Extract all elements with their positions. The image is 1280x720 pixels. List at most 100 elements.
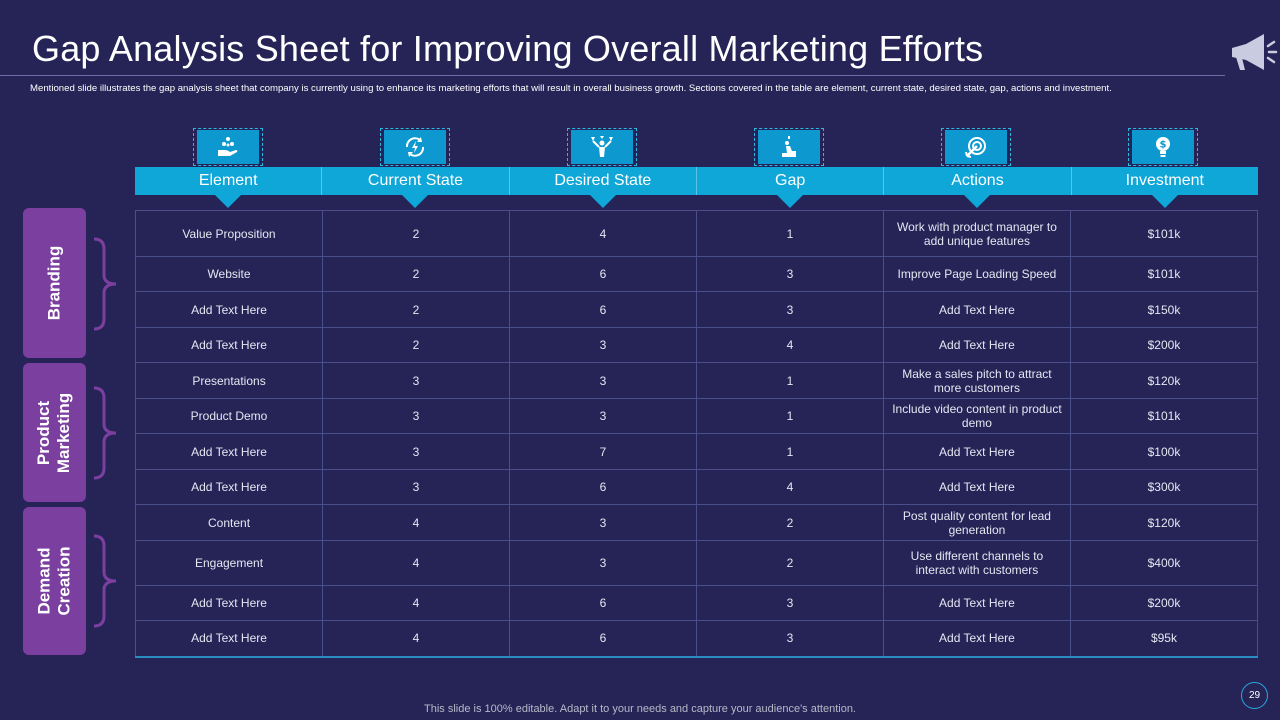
table-row: Engagement 4 3 2 Use different channels … bbox=[134, 540, 1259, 586]
cell-desired-state: 6 bbox=[509, 291, 697, 328]
table-row: Add Text Here 2 3 4 Add Text Here $200k bbox=[134, 327, 1259, 363]
cell-desired-state: 3 bbox=[509, 398, 697, 434]
demand-creation-brace bbox=[93, 534, 117, 628]
table-row: Value Proposition 2 4 1 Work with produc… bbox=[134, 210, 1259, 257]
cell-investment: $150k bbox=[1069, 291, 1259, 328]
cell-investment: $100k bbox=[1069, 433, 1259, 470]
cell-actions: Include video content in product demo bbox=[882, 398, 1071, 434]
cell-desired-state: 6 bbox=[509, 620, 697, 658]
header-arrow bbox=[1151, 195, 1178, 208]
current-state-column-icon-tile bbox=[380, 128, 450, 166]
cell-investment: $101k bbox=[1069, 398, 1259, 434]
cell-element: Product Demo bbox=[134, 398, 324, 434]
cell-actions: Use different channels to interact with … bbox=[882, 540, 1071, 586]
dart-target-icon bbox=[965, 137, 986, 158]
cell-current-state: 3 bbox=[322, 433, 510, 470]
cell-actions: Add Text Here bbox=[882, 620, 1071, 658]
cell-gap: 4 bbox=[695, 469, 884, 505]
cell-current-state: 3 bbox=[322, 469, 510, 505]
cell-current-state: 4 bbox=[322, 504, 510, 541]
header-investment: Investment bbox=[1072, 167, 1258, 208]
table-row: Add Text Here 3 7 1 Add Text Here $100k bbox=[134, 433, 1259, 470]
header-arrow bbox=[215, 195, 242, 208]
svg-text:$: $ bbox=[1160, 140, 1167, 151]
cell-investment: $200k bbox=[1069, 327, 1259, 363]
investment-column-icon-tile: $ bbox=[1128, 128, 1198, 166]
cell-investment: $101k bbox=[1069, 210, 1259, 257]
table-row: Add Text Here 2 6 3 Add Text Here $150k bbox=[134, 291, 1259, 328]
cell-element: Add Text Here bbox=[134, 585, 324, 621]
group-demand-creation: Demand Creation bbox=[23, 507, 86, 655]
cell-element: Presentations bbox=[134, 362, 324, 399]
cell-gap: 1 bbox=[695, 433, 884, 470]
slide-description: Mentioned slide illustrates the gap anal… bbox=[30, 83, 1112, 94]
cell-element: Engagement bbox=[134, 540, 324, 586]
cell-desired-state: 6 bbox=[509, 256, 697, 292]
cell-investment: $200k bbox=[1069, 585, 1259, 621]
cell-actions: Work with product manager to add unique … bbox=[882, 210, 1071, 257]
table-header: Element Current State Desired State Gap … bbox=[135, 167, 1258, 208]
header-actions: Actions bbox=[884, 167, 1072, 208]
slide-footer: This slide is 100% editable. Adapt it to… bbox=[424, 703, 856, 715]
cell-desired-state: 3 bbox=[509, 540, 697, 586]
cell-investment: $120k bbox=[1069, 362, 1259, 399]
header-desired-state: Desired State bbox=[510, 167, 697, 208]
cell-investment: $300k bbox=[1069, 469, 1259, 505]
slide-title: Gap Analysis Sheet for Improving Overall… bbox=[32, 28, 984, 69]
cell-desired-state: 6 bbox=[509, 585, 697, 621]
group-branding: Branding bbox=[23, 208, 86, 358]
cell-actions: Post quality content for lead generation bbox=[882, 504, 1071, 541]
header-arrow bbox=[589, 195, 616, 208]
cell-element: Add Text Here bbox=[134, 327, 324, 363]
cell-gap: 3 bbox=[695, 291, 884, 328]
cell-gap: 3 bbox=[695, 585, 884, 621]
gap-analysis-table: Value Proposition 2 4 1 Work with produc… bbox=[134, 210, 1259, 658]
table-row: Add Text Here 3 6 4 Add Text Here $300k bbox=[134, 469, 1259, 505]
header-arrow bbox=[777, 195, 804, 208]
desired-state-column-icon-tile bbox=[567, 128, 637, 166]
table-row: Add Text Here 4 6 3 Add Text Here $200k bbox=[134, 585, 1259, 621]
cell-element: Add Text Here bbox=[134, 433, 324, 470]
branding-brace bbox=[93, 237, 117, 331]
cell-investment: $120k bbox=[1069, 504, 1259, 541]
title-divider bbox=[0, 75, 1225, 76]
cell-actions: Add Text Here bbox=[882, 585, 1071, 621]
cell-actions: Add Text Here bbox=[882, 469, 1071, 505]
page-number: 29 bbox=[1241, 682, 1268, 709]
refresh-bolt-icon bbox=[405, 137, 425, 157]
actions-column-icon-tile bbox=[941, 128, 1011, 166]
cell-desired-state: 6 bbox=[509, 469, 697, 505]
cell-actions: Add Text Here bbox=[882, 327, 1071, 363]
cell-actions: Add Text Here bbox=[882, 433, 1071, 470]
table-row: Website 2 6 3 Improve Page Loading Speed… bbox=[134, 256, 1259, 292]
cell-gap: 2 bbox=[695, 504, 884, 541]
table-row: Presentations 3 3 1 Make a sales pitch t… bbox=[134, 362, 1259, 399]
cell-element: Value Proposition bbox=[134, 210, 324, 257]
cell-desired-state: 3 bbox=[509, 504, 697, 541]
cell-desired-state: 4 bbox=[509, 210, 697, 257]
cell-investment: $400k bbox=[1069, 540, 1259, 586]
cell-desired-state: 3 bbox=[509, 327, 697, 363]
header-arrow bbox=[964, 195, 991, 208]
cell-investment: $95k bbox=[1069, 620, 1259, 658]
element-column-icon-tile bbox=[193, 128, 263, 166]
cell-desired-state: 3 bbox=[509, 362, 697, 399]
gap-column-icon-tile bbox=[754, 128, 824, 166]
cell-current-state: 2 bbox=[322, 256, 510, 292]
cell-actions: Make a sales pitch to attract more custo… bbox=[882, 362, 1071, 399]
cell-current-state: 3 bbox=[322, 362, 510, 399]
dollar-bulb-icon: $ bbox=[1156, 137, 1170, 157]
cell-actions: Add Text Here bbox=[882, 291, 1071, 328]
cell-investment: $101k bbox=[1069, 256, 1259, 292]
cell-gap: 3 bbox=[695, 256, 884, 292]
cell-current-state: 2 bbox=[322, 291, 510, 328]
group-product-marketing: Product Marketing bbox=[23, 363, 86, 502]
header-gap: Gap bbox=[697, 167, 885, 208]
cell-current-state: 2 bbox=[322, 327, 510, 363]
cell-gap: 2 bbox=[695, 540, 884, 586]
header-current-state: Current State bbox=[322, 167, 510, 208]
cell-element: Website bbox=[134, 256, 324, 292]
cell-gap: 3 bbox=[695, 620, 884, 658]
table-row: Add Text Here 4 6 3 Add Text Here $95k bbox=[134, 620, 1259, 658]
cell-current-state: 3 bbox=[322, 398, 510, 434]
